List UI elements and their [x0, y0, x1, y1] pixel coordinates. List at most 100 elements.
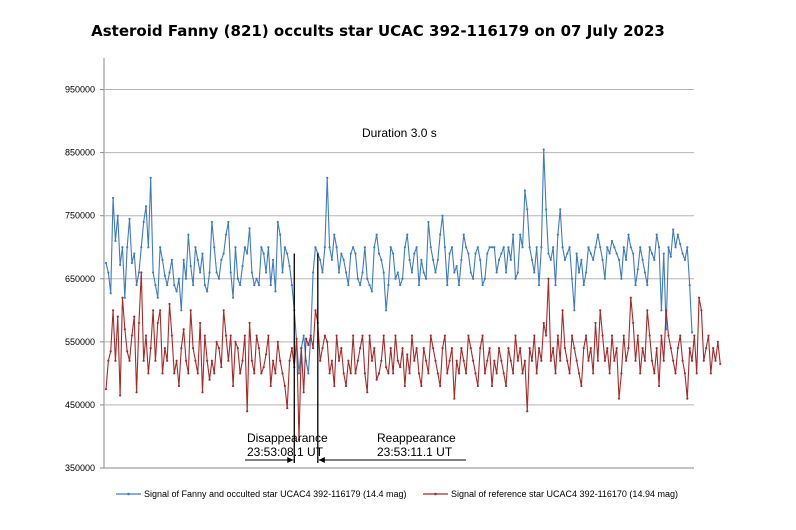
data-point	[613, 246, 616, 249]
data-point	[479, 347, 482, 350]
data-point	[189, 265, 192, 268]
data-point	[279, 359, 282, 362]
data-point	[347, 359, 350, 362]
data-point	[457, 372, 461, 375]
data-point	[250, 271, 254, 274]
data-point	[509, 258, 512, 261]
data-point	[243, 246, 246, 249]
data-point	[119, 263, 122, 266]
data-point	[274, 372, 277, 375]
data-point	[309, 334, 312, 337]
data-point	[632, 321, 635, 325]
data-point	[665, 309, 668, 312]
data-point	[500, 359, 503, 362]
data-point	[222, 252, 225, 255]
data-point	[170, 334, 173, 337]
data-point	[406, 233, 409, 236]
data-point	[128, 217, 131, 220]
series-1	[104, 271, 722, 441]
data-point	[264, 353, 268, 356]
data-point	[144, 205, 148, 208]
data-point	[573, 309, 576, 312]
data-point	[594, 321, 597, 325]
data-point	[617, 397, 621, 400]
data-point	[540, 359, 543, 362]
data-point	[464, 372, 468, 375]
data-point	[276, 220, 279, 224]
data-point	[213, 372, 216, 375]
data-point	[446, 372, 449, 375]
data-point	[210, 220, 213, 224]
data-point	[507, 246, 510, 249]
data-point	[493, 359, 496, 362]
data-point	[321, 347, 324, 350]
data-point	[201, 252, 204, 255]
data-point	[217, 277, 221, 280]
data-point	[493, 246, 496, 249]
duration-annotation: Duration 3.0 s	[362, 126, 437, 140]
data-point	[387, 283, 390, 287]
data-point	[147, 372, 150, 375]
data-point	[368, 283, 371, 287]
data-point	[359, 347, 362, 350]
data-point	[239, 372, 242, 375]
data-point	[323, 334, 326, 337]
data-point	[206, 359, 209, 362]
data-point	[544, 334, 548, 337]
data-point	[653, 258, 656, 261]
data-point	[436, 258, 439, 261]
data-point	[354, 372, 357, 375]
data-point	[137, 271, 141, 274]
data-point	[363, 246, 366, 249]
data-point	[681, 359, 684, 362]
data-point	[429, 334, 432, 337]
data-point	[434, 359, 437, 362]
data-point	[213, 246, 216, 249]
data-point	[662, 359, 665, 362]
data-point	[399, 365, 402, 369]
data-point	[220, 258, 223, 261]
data-point	[234, 246, 237, 249]
data-point	[448, 252, 451, 255]
data-point	[622, 246, 625, 249]
data-point	[582, 347, 585, 350]
data-point	[140, 246, 143, 249]
data-point	[537, 347, 541, 350]
data-point	[413, 359, 416, 362]
data-point	[486, 359, 489, 362]
data-point	[660, 334, 663, 337]
data-point	[121, 246, 124, 249]
data-point	[566, 359, 569, 362]
data-point	[573, 347, 576, 350]
data-point	[368, 334, 371, 337]
data-point	[490, 246, 494, 249]
legend-item-series-1: Signal of reference star UCAC4 392-11617…	[423, 489, 678, 499]
data-point	[528, 246, 531, 249]
data-point	[474, 252, 477, 255]
data-point	[307, 343, 310, 347]
data-point	[356, 359, 359, 362]
data-point	[561, 246, 564, 249]
data-point	[206, 290, 209, 293]
data-point	[450, 246, 454, 249]
data-point	[563, 258, 567, 261]
data-point	[512, 233, 515, 236]
data-point	[236, 347, 239, 350]
data-point	[133, 252, 136, 255]
data-point	[189, 309, 192, 312]
data-point	[267, 246, 270, 249]
disappearance-arrowhead	[287, 457, 294, 463]
data-point	[392, 372, 395, 375]
data-point	[382, 271, 385, 274]
data-point	[533, 271, 536, 274]
data-point	[516, 359, 519, 362]
data-point	[519, 233, 522, 236]
data-point	[340, 252, 343, 255]
data-point	[344, 271, 348, 274]
data-point	[542, 321, 545, 325]
data-point	[643, 271, 647, 274]
data-point	[563, 347, 567, 350]
data-point	[446, 283, 449, 287]
data-point	[401, 277, 404, 280]
data-point	[495, 372, 498, 375]
